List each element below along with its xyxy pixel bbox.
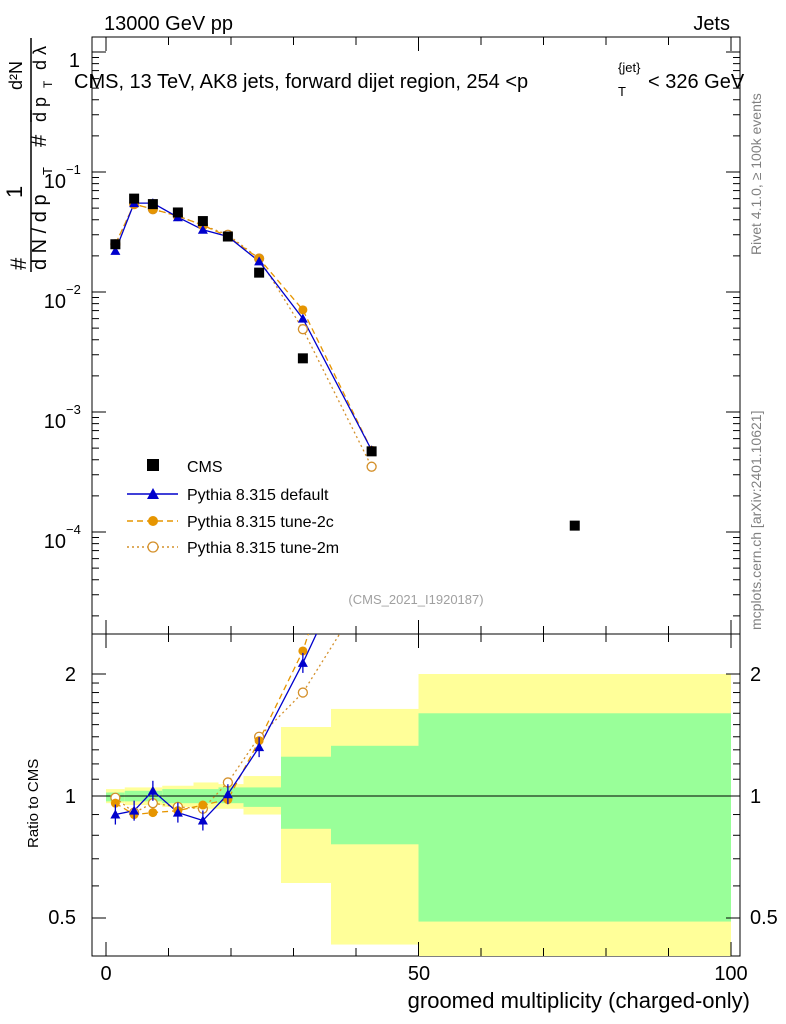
series-tune2m-line — [114, 203, 373, 468]
band-inner-8 — [331, 745, 419, 845]
ylabel-hash-2: # — [26, 134, 51, 147]
category-label: Jets — [693, 13, 730, 35]
plot-title-suffix: < 326 GeV — [648, 71, 745, 93]
cms-point — [110, 239, 121, 250]
ratio-default-point — [172, 807, 183, 817]
plot-title-sub: T — [618, 84, 626, 99]
series-tune2c-line — [114, 203, 373, 451]
ratio-ytick-1-right: 1 — [750, 786, 761, 808]
legend-tune2m-label: Pythia 8.315 tune-2m — [187, 540, 339, 557]
ratio-tune2c-point — [110, 798, 120, 808]
ytick-exp-00001: −4 — [66, 522, 81, 537]
ytick-exp-001: −2 — [66, 282, 81, 297]
plot-title-prefix: CMS, 13 TeV, AK8 jets, forward dijet reg… — [74, 71, 528, 93]
cms-point — [297, 353, 308, 364]
cms-point — [222, 231, 233, 242]
cms-point — [569, 520, 580, 531]
legend-default-marker — [147, 488, 159, 499]
ratio-default-point — [147, 785, 158, 795]
rivet-label: Rivet 4.1.0, ≥ 100k events — [748, 93, 764, 255]
ratio-ytick-05-right: 0.5 — [750, 907, 778, 929]
band-inner-9 — [418, 713, 731, 922]
ratio-axis-ticks — [92, 634, 740, 956]
cms-point — [129, 193, 140, 204]
ratio-default-point — [297, 657, 308, 667]
ratio-default-point — [110, 809, 121, 819]
upper-axis-ticks — [92, 37, 740, 634]
ratio-ylabel: Ratio to CMS — [25, 759, 42, 848]
ratio-default-point — [254, 742, 265, 752]
legend-cms-label: CMS — [187, 459, 223, 476]
ytick-label-01: 10 — [44, 171, 66, 193]
ratio-tune2c-point — [298, 646, 308, 656]
cms-point — [366, 446, 377, 457]
ratio-y-tick-labels: 2 1 0.5 2 1 0.5 — [48, 664, 778, 929]
ylabel-num-sub: T — [41, 80, 55, 88]
legend-tune2m-marker — [147, 541, 159, 553]
default-point — [254, 256, 265, 266]
ratio-ytick-1-left: 1 — [65, 786, 76, 808]
ylabel-frac-bottom: d N / d p — [29, 194, 51, 270]
x-axis-title: groomed multiplicity (charged-only) — [408, 988, 750, 1013]
plot-title: CMS, 13 TeV, AK8 jets, forward dijet reg… — [74, 60, 745, 99]
ratio-tune2c-point — [198, 800, 208, 810]
band-inner-7 — [281, 756, 331, 829]
mcplots-label: mcplots.cern.ch [arXiv:2401.10621] — [748, 411, 764, 630]
legend: CMS Pythia 8.315 default Pythia 8.315 tu… — [127, 459, 339, 557]
legend-default-label: Pythia 8.315 default — [187, 487, 329, 504]
ylabel-frac-bottom-sub: T — [40, 167, 55, 175]
upper-y-axis-title: # 1 d N / d p T # d²N d p T d λ — [2, 38, 55, 272]
upper-series — [110, 193, 580, 531]
cms-point — [197, 216, 208, 227]
cms-point — [172, 207, 183, 218]
xtick-0: 0 — [100, 963, 111, 985]
tune2c-point — [298, 305, 308, 315]
ylabel-frac-top: 1 — [2, 186, 27, 198]
plot-title-sup: {jet} — [618, 60, 641, 75]
tune2m-point — [366, 461, 377, 472]
x-tick-labels: 0 50 100 — [100, 963, 747, 985]
ytick-label-0001: 10 — [44, 411, 66, 433]
ytick-label-00001: 10 — [44, 531, 66, 553]
legend-tune2c-label: Pythia 8.315 tune-2c — [187, 514, 334, 531]
ytick-exp-0001: −3 — [66, 402, 81, 417]
ratio-series-group — [110, 634, 341, 831]
default-point — [197, 224, 208, 234]
ylabel-lambda: d λ — [30, 46, 50, 70]
cms-point — [254, 267, 265, 278]
energy-label: 13000 GeV pp — [104, 13, 233, 35]
ratio-tune2m-point — [297, 687, 309, 698]
ratio-default-point — [129, 805, 140, 815]
ratio-ytick-2-right: 2 — [750, 664, 761, 686]
ratio-series — [110, 634, 341, 831]
upper-y-tick-labels: 1 10 −1 10 −2 10 −3 10 −4 — [44, 50, 81, 553]
ytick-label-1: 1 — [69, 50, 80, 72]
ytick-label-001: 10 — [44, 291, 66, 313]
ytick-exp-01: −1 — [66, 162, 81, 177]
ratio-plot-frame — [91, 633, 741, 957]
legend-tune2c-marker — [148, 516, 158, 526]
default-point — [110, 245, 121, 255]
ratio-ytick-05-left: 0.5 — [48, 907, 76, 929]
ylabel-num-bottom: d p — [30, 97, 50, 122]
ratio-default-point — [197, 815, 208, 825]
series-default-line — [114, 202, 373, 451]
ratio-ytick-2-left: 2 — [65, 664, 76, 686]
cms-point — [147, 199, 158, 210]
legend-cms-marker — [147, 459, 159, 471]
xtick-50: 50 — [408, 963, 430, 985]
analysis-id: (CMS_2021_I1920187) — [348, 592, 483, 607]
tune2m-point — [297, 324, 309, 335]
ylabel-hash: # — [6, 257, 31, 270]
xtick-100: 100 — [714, 963, 747, 985]
ratio-default-point — [222, 789, 233, 799]
ratio-tune2c-point — [148, 808, 158, 818]
default-point — [297, 313, 308, 323]
ylabel-num-top: d²N — [6, 61, 26, 90]
band-inner-6 — [243, 787, 281, 807]
ratio-uncertainty-bands — [106, 674, 731, 956]
